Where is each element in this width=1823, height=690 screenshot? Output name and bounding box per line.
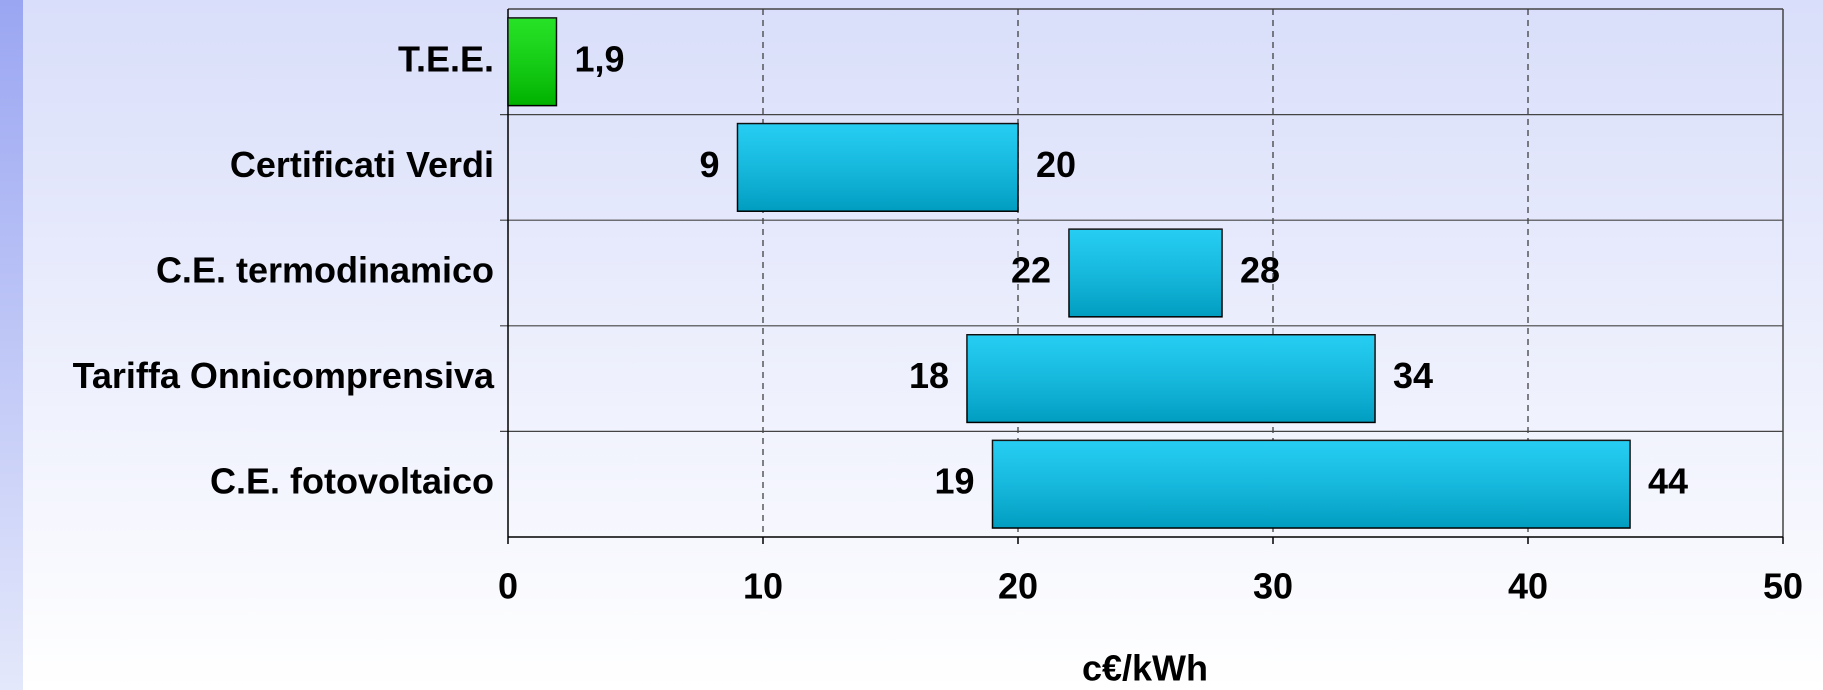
x-tick-label: 40 — [1508, 566, 1548, 607]
low-label: 9 — [699, 144, 719, 185]
bar-shade — [737, 123, 1018, 212]
bar-shade — [967, 334, 1375, 423]
high-label: 34 — [1393, 355, 1433, 396]
category-label: T.E.E. — [398, 38, 494, 79]
low-label: 18 — [909, 355, 949, 396]
high-label: 20 — [1036, 144, 1076, 185]
x-tick-label: 10 — [743, 566, 783, 607]
x-tick-label: 30 — [1253, 566, 1293, 607]
low-label: 22 — [1011, 250, 1051, 291]
category-label: Certificati Verdi — [230, 144, 494, 185]
high-label: 1,9 — [574, 38, 624, 79]
bar-shade — [1069, 229, 1222, 317]
high-label: 44 — [1648, 461, 1688, 502]
x-axis-label: c€/kWh — [1082, 648, 1208, 689]
category-label: Tariffa Onnicomprensiva — [73, 355, 495, 396]
bar-shade — [992, 440, 1630, 529]
x-tick-label: 50 — [1763, 566, 1803, 607]
low-label: 19 — [934, 461, 974, 502]
category-label: C.E. fotovoltaico — [210, 461, 494, 502]
high-label: 28 — [1240, 250, 1280, 291]
bar-shade — [508, 17, 557, 106]
x-tick-label: 0 — [498, 566, 518, 607]
category-label: C.E. termodinamico — [156, 250, 494, 291]
x-tick-label: 20 — [998, 566, 1038, 607]
side-strip — [0, 0, 23, 690]
